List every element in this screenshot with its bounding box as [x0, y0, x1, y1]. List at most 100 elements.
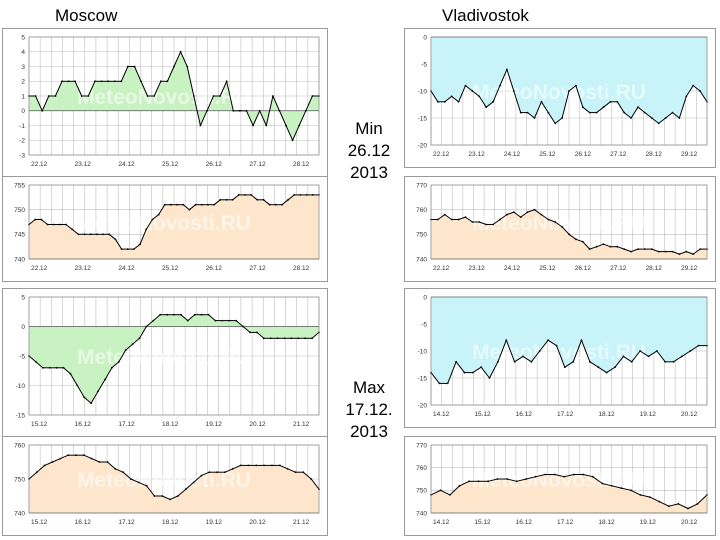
x-tick-label: 20.12 [249, 421, 266, 428]
area-fill [431, 297, 707, 384]
x-tick-label: 19.12 [640, 411, 657, 418]
y-tick-label: 5 [21, 294, 25, 301]
x-tick-label: 16.12 [75, 519, 92, 526]
series-segment [531, 350, 541, 363]
series-segment [589, 361, 599, 368]
series-segment [134, 66, 142, 82]
x-tick-label: 23.12 [468, 151, 485, 158]
series-segment [534, 209, 542, 216]
series-segment [497, 340, 507, 362]
series-segment [516, 478, 527, 482]
chart-moscow-min-temp: MeteoNovosti.RU 5 4 3 2 1 0 -1 -2 -3 22.12 23.12 24.… [2, 28, 328, 178]
period-note-max: Max 17.12. 2013 [336, 377, 402, 443]
y-tick-label: 3 [21, 64, 25, 71]
series-segment [614, 356, 624, 368]
plot-frame [28, 184, 320, 260]
series-segment [52, 458, 61, 463]
series-segment [120, 66, 129, 82]
series-segment [575, 238, 583, 243]
series-segment [28, 219, 36, 225]
series-segment [583, 474, 593, 478]
note-min-label: Min [355, 119, 383, 138]
watermark-text: MeteoNovosti.RU [472, 212, 646, 235]
y-tick-label: -15 [418, 115, 428, 122]
y-tick-label: -10 [16, 383, 26, 390]
series-segment [201, 471, 210, 477]
series-segment [621, 487, 632, 491]
x-tick-label: 25.12 [162, 161, 179, 168]
series-segment [561, 90, 570, 119]
series-segment [166, 66, 175, 82]
x-tick-label: 17.12 [118, 421, 135, 428]
y-tick-label: 750 [14, 476, 25, 483]
series-segment [206, 95, 214, 112]
series-segment [596, 106, 604, 113]
series-segment [310, 478, 320, 490]
series-segment [185, 482, 194, 490]
series-segment [479, 221, 487, 225]
y-tick-label: 745 [14, 232, 25, 239]
series-segment [187, 314, 196, 321]
series-segment [499, 69, 508, 86]
series-segment [111, 361, 120, 369]
x-tick-label: 18.12 [598, 411, 615, 418]
watermark-text: MeteoNovosti.RU [77, 212, 251, 235]
x-tick-label: 16.12 [75, 421, 92, 428]
series-segment [564, 361, 574, 368]
x-tick-label: 25.12 [162, 265, 179, 272]
y-tick-label: 770 [416, 442, 427, 449]
series-segment [480, 366, 490, 379]
series-segment [527, 209, 535, 213]
series-segment [659, 501, 670, 507]
series-segment [630, 489, 641, 496]
x-tick-label: 21.12 [293, 519, 310, 526]
series-segment [548, 219, 556, 223]
series-segment [232, 194, 240, 201]
series-segment [146, 320, 154, 327]
series-segment [668, 503, 679, 507]
area-fill [431, 474, 707, 513]
series-segment [602, 483, 612, 487]
y-tick-label: 750 [416, 488, 427, 495]
x-tick-label: 29.12 [681, 265, 698, 272]
series-segment [665, 112, 673, 119]
series-segment [603, 243, 611, 248]
y-tick-label: 740 [416, 256, 427, 263]
series-segment [285, 125, 294, 141]
series-segment [133, 243, 141, 250]
series-segment [242, 326, 251, 333]
series-segment [108, 233, 116, 240]
x-tick-label: 25.12 [539, 151, 556, 158]
x-tick-label: 22.12 [31, 265, 48, 272]
series-segment [138, 481, 147, 487]
series-segment [40, 219, 48, 225]
series-segment [182, 204, 190, 211]
x-tick-label: 22.12 [433, 151, 450, 158]
series-segment [287, 468, 296, 473]
x-tick-label: 24.12 [118, 265, 135, 272]
series-segment [472, 90, 480, 97]
series-segment [465, 85, 473, 92]
y-tick-label: 0 [423, 294, 427, 301]
chart-moscow-min-pressure: MeteoNovosti.RU 755 750 745 740 22.12 23.12 24.… [2, 176, 328, 282]
x-tick-label: 20.12 [681, 519, 698, 526]
y-tick-label: 760 [416, 207, 427, 214]
series-segment [686, 251, 694, 255]
series-segment [60, 454, 69, 460]
y-tick-label: -5 [421, 321, 427, 328]
series-segment [472, 366, 482, 374]
series-segment [263, 199, 270, 206]
series-segment [107, 461, 116, 470]
y-tick-label: 755 [14, 182, 25, 189]
watermark-text: MeteoNovosti.RU [77, 469, 251, 492]
series-segment [430, 90, 439, 103]
series-segment [673, 355, 683, 363]
series-segment [444, 96, 453, 103]
x-tick-label: 20.12 [681, 411, 698, 418]
series-segment [651, 117, 660, 124]
series-segment [139, 229, 147, 245]
x-tick-label: 23.12 [75, 265, 92, 272]
series-segment [83, 454, 92, 460]
y-tick-label: 760 [14, 442, 25, 449]
series-segment [140, 81, 149, 97]
